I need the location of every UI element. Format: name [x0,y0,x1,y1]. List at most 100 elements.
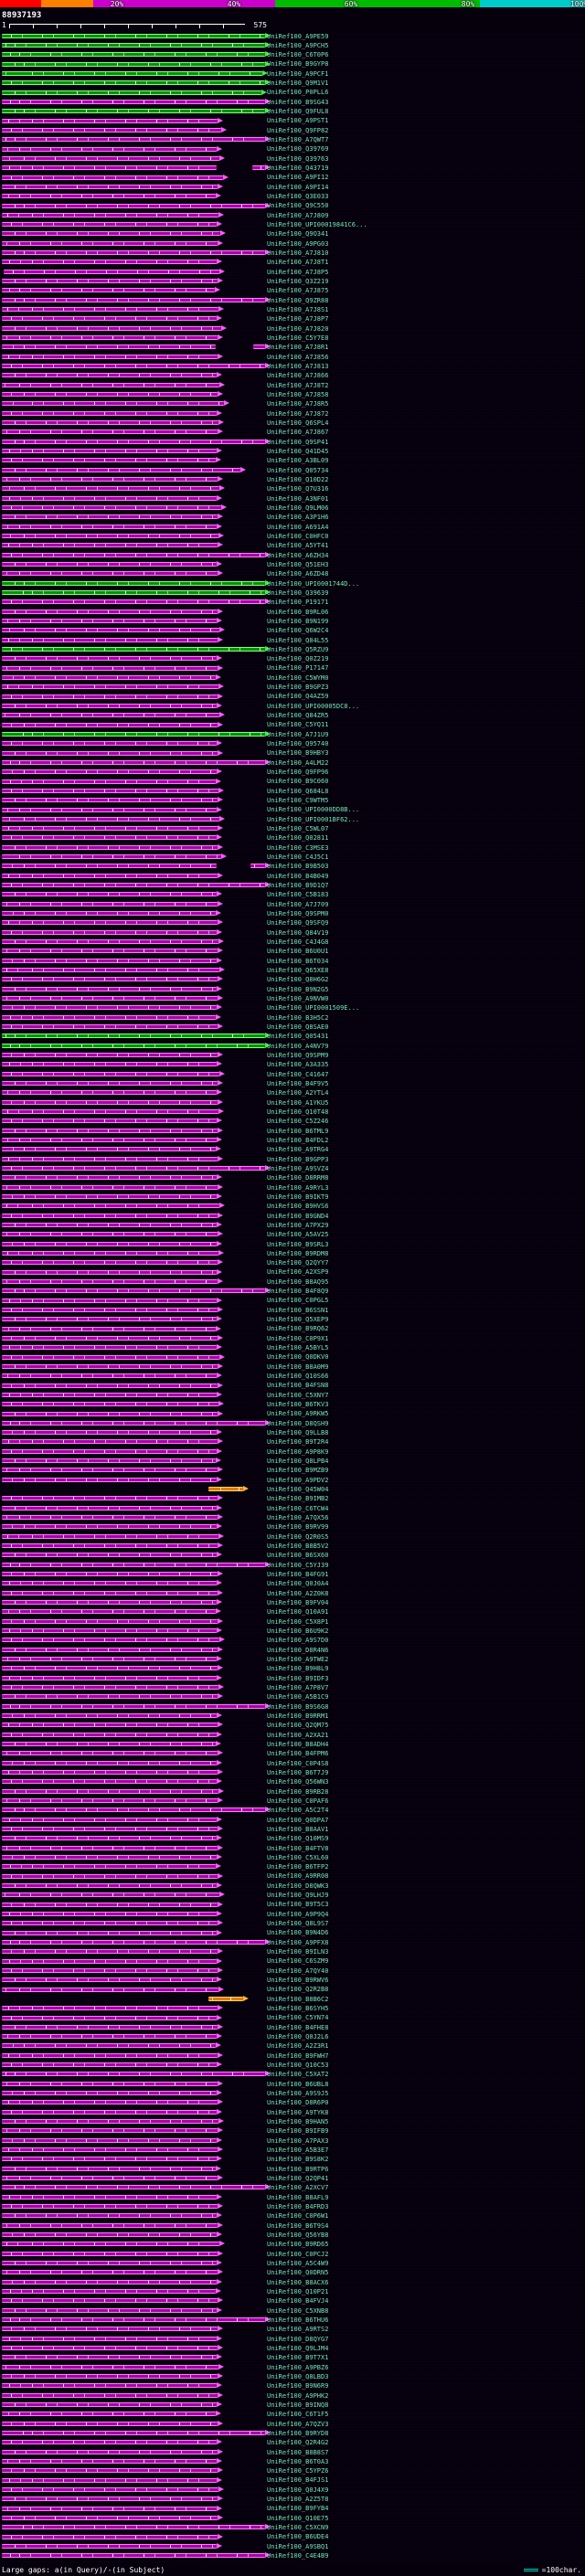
hit-label[interactable]: UniRef100_A5BYL5 [267,1344,329,1352]
alignment-bar[interactable] [2,287,221,293]
alignment-bar[interactable] [2,2542,223,2549]
alignment-bar[interactable] [2,853,228,860]
alignment-bar[interactable] [2,1702,271,1709]
hit-label[interactable]: UniRef100_B6THU6 [267,2316,329,2324]
alignment-bar[interactable] [2,2476,223,2483]
hit-label[interactable]: UniRef100_Q0J0A4 [267,1580,329,1588]
hit-label[interactable]: UniRef100_Q10T48 [267,1108,329,1116]
hit-label[interactable]: UniRef100_B9FWH7 [267,2051,329,2060]
hit-label[interactable]: UniRef100_C0HFC0 [267,532,329,540]
hit-label[interactable]: UniRef100_A7J809 [267,211,329,219]
alignment-bar[interactable] [2,1599,223,1606]
hit-label[interactable]: UniRef100_B9T7X1 [267,2354,329,2362]
hit-label[interactable]: UniRef100_C9WTM5 [267,797,329,805]
hit-label[interactable]: UniRef100_Q4AZ59 [267,693,329,701]
alignment-bar[interactable] [2,391,224,398]
hit-label[interactable]: UniRef100_Q56WN3 [267,1778,329,1786]
hit-label[interactable]: UniRef100_Q84ZR5 [267,712,329,720]
hit-label[interactable]: UniRef100_UPI0001744D... [267,579,360,588]
hit-label[interactable]: UniRef100_B9S6G8 [267,1702,329,1711]
alignment-bar[interactable] [2,514,224,520]
hit-label[interactable]: UniRef100_A3BL09 [267,457,329,465]
hit-label[interactable]: UniRef100_P0PLL6 [267,89,329,97]
alignment-bar[interactable] [2,1807,271,1813]
alignment-bar[interactable] [2,494,223,501]
alignment-bar[interactable] [2,664,224,671]
hit-label[interactable]: UniRef100_B9INQ8 [267,2401,329,2409]
alignment-bar[interactable] [2,1344,223,1351]
alignment-bar[interactable] [2,825,224,832]
alignment-bar[interactable] [2,1542,224,1549]
alignment-bar[interactable] [2,2306,223,2313]
hit-label[interactable]: UniRef100_A5C4W9 [267,2259,329,2267]
alignment-bar[interactable] [2,693,224,699]
alignment-bar[interactable] [2,154,226,161]
hit-label[interactable]: UniRef100_C6TCW4 [267,1504,329,1512]
alignment-bar[interactable] [2,1438,224,1445]
alignment-bar[interactable] [2,910,222,917]
alignment-bar[interactable] [2,2175,224,2181]
hit-label[interactable]: UniRef100_Q0J2L6 [267,2033,329,2041]
hit-label[interactable]: UniRef100_B9GPP3 [267,1155,329,1163]
hit-label[interactable]: UniRef100_Q10E75 [267,2514,329,2522]
alignment-bar[interactable] [2,721,224,727]
hit-label[interactable]: UniRef100_B8ADH4 [267,1740,329,1748]
alignment-bar[interactable] [2,324,228,331]
hit-label[interactable]: UniRef100_C0PAF6 [267,1797,329,1805]
hit-label[interactable]: UniRef100_B9H8L9 [267,1665,329,1673]
alignment-bar[interactable] [2,363,271,369]
hit-label[interactable]: UniRef100_B4FTV8 [267,1844,329,1852]
hit-label[interactable]: UniRef100_A6ZH34 [267,551,329,559]
alignment-bar[interactable] [2,787,225,793]
alignment-bar[interactable] [2,2467,224,2474]
alignment-bar[interactable] [2,409,223,416]
hit-label[interactable]: UniRef100_B6TKV3 [267,1401,329,1409]
hit-label[interactable]: UniRef100_Q9M1V1 [267,80,329,88]
hit-label[interactable]: UniRef100_D8QWK3 [267,1882,329,1890]
alignment-bar[interactable] [2,1288,271,1294]
alignment-bar[interactable] [2,1552,223,1558]
alignment-bar[interactable] [2,51,271,58]
alignment-bar[interactable] [251,164,271,171]
alignment-bar[interactable] [2,702,223,708]
alignment-bar[interactable] [2,834,223,841]
alignment-bar[interactable] [2,457,222,463]
alignment-bar[interactable] [2,202,271,208]
alignment-bar[interactable] [2,230,227,237]
alignment-bar[interactable] [2,1070,226,1076]
alignment-bar[interactable] [2,1948,224,1955]
alignment-bar[interactable] [4,268,226,274]
alignment-bar[interactable] [2,419,225,426]
alignment-bar[interactable] [2,1193,223,1199]
alignment-bar[interactable] [2,2203,224,2210]
alignment-bar[interactable] [2,1977,223,1983]
alignment-bar[interactable] [2,2372,224,2379]
hit-label[interactable]: UniRef100_B4FJS1 [267,2476,329,2485]
alignment-bar[interactable] [2,2269,224,2275]
alignment-bar[interactable] [2,1108,225,1114]
hit-label[interactable]: UniRef100_Q8LPB4 [267,1458,329,1466]
hit-label[interactable]: UniRef100_D8RRM8 [267,1174,329,1182]
hit-label[interactable]: UniRef100_Q9LM06 [267,504,329,512]
alignment-bar[interactable] [2,1929,223,1935]
hit-label[interactable]: UniRef100_A6ZD48 [267,570,329,578]
hit-label[interactable]: UniRef100_C5XNB8 [267,2306,329,2315]
alignment-bar[interactable] [2,2326,224,2332]
hit-label[interactable]: UniRef100_C5YN74 [267,2014,329,2022]
alignment-bar[interactable] [2,1768,224,1775]
hit-label[interactable]: UniRef100_B9GYP8 [267,60,329,69]
hit-label[interactable]: UniRef100_Q45W04 [267,1486,329,1494]
hit-label[interactable]: UniRef100_Q10P21 [267,2287,329,2295]
alignment-bar[interactable] [2,938,225,945]
hit-label[interactable]: UniRef100_Q9FP96 [267,769,329,777]
alignment-bar[interactable] [2,2005,224,2011]
hit-label[interactable]: UniRef100_B9GND4 [267,1212,329,1220]
hit-label[interactable]: UniRef100_A9TWE2 [267,1655,329,1663]
hit-label[interactable]: UniRef100_B9N199 [267,617,329,625]
hit-label[interactable]: UniRef100_Q10A91 [267,1608,329,1617]
alignment-bar[interactable] [2,296,271,302]
hit-label[interactable]: UniRef100_C5XCN9 [267,2524,329,2532]
hit-label[interactable]: UniRef100_A5B3E7 [267,2147,329,2154]
hit-label[interactable]: UniRef100_A9PST1 [267,117,329,125]
alignment-bar[interactable] [2,2486,225,2492]
